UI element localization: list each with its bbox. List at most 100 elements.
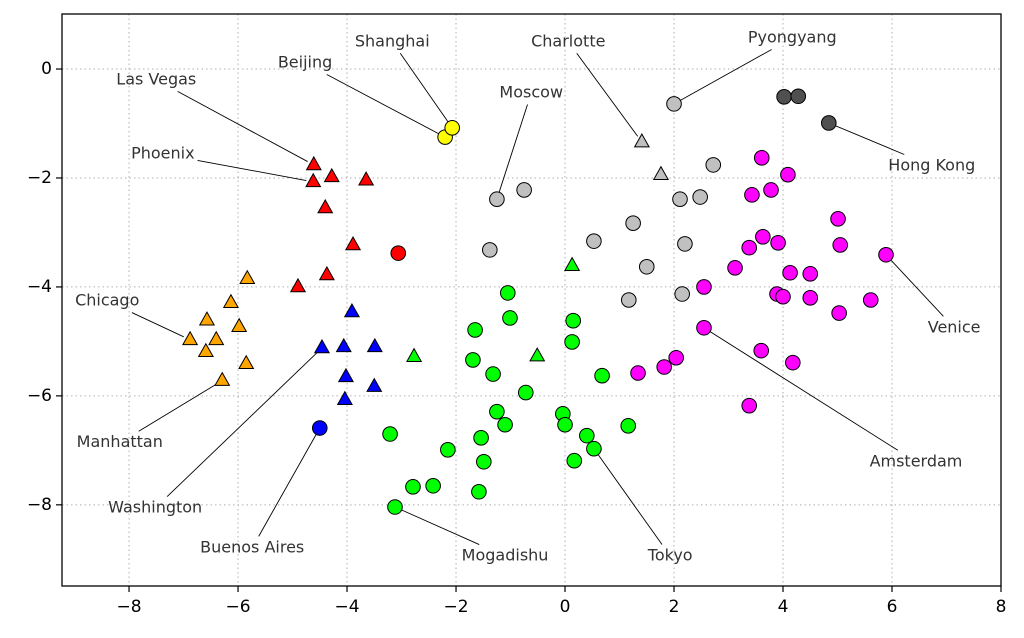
y-tick-label: −8 (27, 495, 52, 515)
point (489, 403, 505, 420)
point (790, 88, 807, 105)
point (336, 390, 353, 405)
annotation-line (709, 331, 899, 451)
point (499, 285, 516, 301)
point (465, 352, 481, 368)
point (565, 312, 581, 329)
point (471, 483, 487, 500)
point (741, 397, 758, 414)
annotation-line (258, 433, 317, 537)
point (696, 279, 712, 295)
annotation: Charlotte (531, 31, 605, 50)
annotation-lines (131, 49, 944, 545)
point (366, 337, 383, 353)
x-tick-label: 8 (996, 597, 1007, 617)
point (382, 426, 398, 442)
x-tick-label: 0 (560, 597, 571, 617)
point (638, 258, 655, 275)
point (313, 338, 331, 354)
point (652, 165, 669, 181)
x-tick-label: −6 (225, 597, 250, 617)
labels: −8 −6 −4 −2 0 2 4 6 8 0 −2 −4 −6 −8 Shanghai Beijing Las… (27, 27, 1006, 617)
annotation-line (890, 259, 944, 317)
point (782, 264, 798, 281)
annotation-line (177, 91, 308, 162)
point (727, 260, 743, 276)
point (305, 155, 322, 171)
point (586, 233, 602, 249)
point (674, 286, 690, 302)
point (502, 310, 518, 326)
point (666, 96, 682, 112)
point (705, 157, 722, 173)
point (358, 171, 375, 186)
point (182, 330, 199, 346)
point (692, 189, 708, 205)
annotation: Hong Kong (888, 155, 975, 174)
point (775, 288, 791, 305)
point (197, 342, 214, 358)
annotation-line (835, 125, 905, 155)
point (820, 115, 837, 131)
y-tick-label: −6 (27, 386, 52, 406)
x-tick-label: −8 (117, 597, 142, 617)
point (672, 191, 688, 208)
point (529, 347, 546, 362)
point (656, 359, 673, 375)
point (594, 367, 610, 384)
point (517, 384, 534, 401)
point (366, 377, 383, 392)
y-tick-label: −4 (27, 277, 52, 297)
point (776, 89, 792, 105)
annotation: Venice (928, 317, 981, 336)
annotation-line (679, 49, 772, 101)
point (586, 440, 602, 457)
point (239, 269, 256, 285)
point (489, 191, 505, 208)
point (753, 342, 770, 359)
point (579, 427, 595, 444)
point (440, 442, 456, 458)
annotation: Washington (108, 498, 202, 517)
point (473, 430, 489, 446)
point (198, 311, 216, 326)
point (305, 172, 322, 188)
point (318, 265, 335, 281)
annotation-line (399, 53, 449, 123)
point (337, 367, 354, 383)
point (633, 132, 650, 148)
point (343, 302, 360, 318)
point (497, 416, 513, 433)
annotation: Manhattan (77, 432, 163, 451)
annotation: Chicago (75, 291, 139, 310)
annotation: Buenos Aires (200, 537, 304, 556)
point (677, 236, 693, 252)
point (311, 420, 328, 436)
annotation-line (401, 509, 480, 545)
annotation: Tokyo (647, 546, 693, 565)
x-tick-label: −2 (443, 597, 468, 617)
plot-frame (61, 13, 1002, 587)
point (476, 453, 492, 470)
point (763, 182, 779, 198)
point (630, 365, 646, 381)
point (557, 416, 573, 433)
annotation: Las Vegas (116, 69, 196, 88)
point (289, 277, 307, 293)
annotation: Phoenix (131, 144, 194, 163)
point (802, 266, 819, 282)
point (831, 305, 847, 321)
x-tick-label: 4 (778, 597, 789, 617)
annotation-line (498, 104, 528, 193)
point (406, 347, 423, 362)
point (387, 499, 403, 515)
point (516, 182, 532, 198)
point (755, 229, 771, 245)
annotation-line (326, 74, 440, 135)
point (231, 317, 248, 332)
point (485, 366, 501, 382)
point (830, 211, 846, 227)
annotation: Mogadishu (462, 546, 549, 565)
